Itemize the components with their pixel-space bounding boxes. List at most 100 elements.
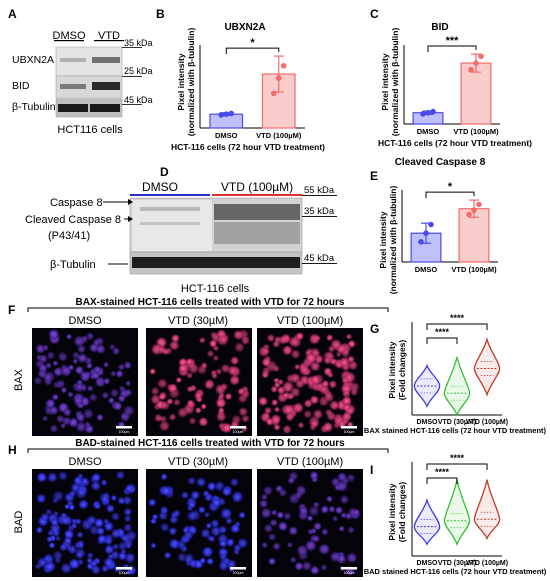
cell <box>339 494 350 505</box>
cell <box>201 545 214 558</box>
cell <box>218 538 228 548</box>
scale-bar-label: 100µm <box>119 571 130 575</box>
cell <box>220 507 233 520</box>
cell <box>211 497 222 509</box>
panel-b: B UBXN2A Pixel intensity (normalized wit… <box>156 7 325 152</box>
cell <box>156 378 168 389</box>
cell <box>76 383 83 390</box>
significance-label: **** <box>435 467 450 477</box>
cell <box>79 370 92 383</box>
cell <box>72 358 79 365</box>
blot-row-label: β-Tubulin <box>50 259 96 271</box>
cell <box>96 413 104 422</box>
tick-label: DMSO <box>417 560 439 567</box>
panel-letter: F <box>8 303 15 317</box>
data-point <box>468 67 474 73</box>
cell <box>68 558 81 570</box>
blot-row-label: (P43/41) <box>48 230 90 242</box>
cell <box>100 479 108 487</box>
cell <box>46 471 58 483</box>
chart-title: BID <box>431 22 448 33</box>
panel-title: BAX-stained HCT-116 cells treated with V… <box>76 297 345 308</box>
cell <box>159 522 170 533</box>
cell <box>297 421 305 429</box>
cell <box>91 472 102 483</box>
cell <box>110 528 122 539</box>
cell <box>52 490 65 503</box>
cell <box>347 526 355 534</box>
cell <box>288 335 301 348</box>
cell <box>288 525 299 536</box>
marker-label: 35 kDa <box>304 206 335 217</box>
cell <box>271 398 279 407</box>
tick-label: DMSO <box>415 265 438 274</box>
cell <box>103 556 115 568</box>
cell <box>76 352 88 364</box>
cell <box>150 517 158 525</box>
cell <box>199 557 206 565</box>
cell <box>107 396 115 405</box>
panel-f: F BAX-stained HCT-116 cells treated with… <box>8 297 389 436</box>
significance-bracket <box>225 47 280 55</box>
cell <box>124 552 136 564</box>
cell <box>98 491 111 504</box>
cell <box>216 333 229 347</box>
column-label: VTD (100µM) <box>277 315 343 327</box>
blot-caption: HCT116 cells <box>57 124 123 136</box>
data-point <box>473 60 479 66</box>
cell <box>57 470 68 481</box>
blot-tubulin <box>55 98 123 118</box>
cell <box>86 514 97 526</box>
marker-label: 45 kDa <box>304 253 335 264</box>
scale-bar-label: 100µm <box>233 571 244 575</box>
cell <box>338 356 350 368</box>
scale-bar <box>230 567 246 570</box>
cell <box>73 335 86 348</box>
cell <box>260 507 272 519</box>
panel-letter: G <box>370 322 379 336</box>
cell <box>308 333 321 345</box>
cell <box>117 541 128 551</box>
cell <box>281 381 294 394</box>
cell <box>238 511 246 519</box>
cell <box>117 363 126 371</box>
cell <box>76 344 87 354</box>
cell <box>34 563 42 570</box>
cell <box>77 539 85 548</box>
cell <box>344 512 353 520</box>
cell <box>234 341 245 353</box>
cell <box>68 503 76 511</box>
cell <box>103 520 115 532</box>
cell <box>160 473 168 481</box>
scale-bar <box>116 426 132 429</box>
data-point <box>478 53 484 60</box>
cell <box>50 517 60 527</box>
data-point <box>280 62 287 69</box>
significance-bracket <box>425 191 475 199</box>
cell <box>103 377 111 385</box>
panel-e: E Cleaved Caspase 8 Pixel intensity (nor… <box>370 157 498 294</box>
cell <box>289 556 297 564</box>
y-axis-label: Pixel intensity <box>387 341 397 398</box>
cell <box>59 542 68 552</box>
cell <box>150 542 157 549</box>
cell <box>269 518 278 527</box>
cell <box>294 490 303 500</box>
cell <box>125 380 132 387</box>
cell <box>52 550 64 561</box>
tick-label: VTD (100µM) <box>466 560 508 567</box>
blot-row-label: BID <box>12 80 30 92</box>
cell <box>168 526 178 536</box>
cell <box>238 406 249 417</box>
data-point <box>428 221 434 228</box>
cell <box>86 385 94 392</box>
cell <box>343 371 356 384</box>
cell <box>206 481 217 492</box>
cell <box>329 338 343 351</box>
cell <box>88 392 98 403</box>
bar-chart-cleaved-caspase8: DMSO VTD (100µM) * <box>401 181 498 274</box>
cell <box>82 408 95 420</box>
panel-letter: B <box>156 7 165 21</box>
cell <box>186 399 197 410</box>
